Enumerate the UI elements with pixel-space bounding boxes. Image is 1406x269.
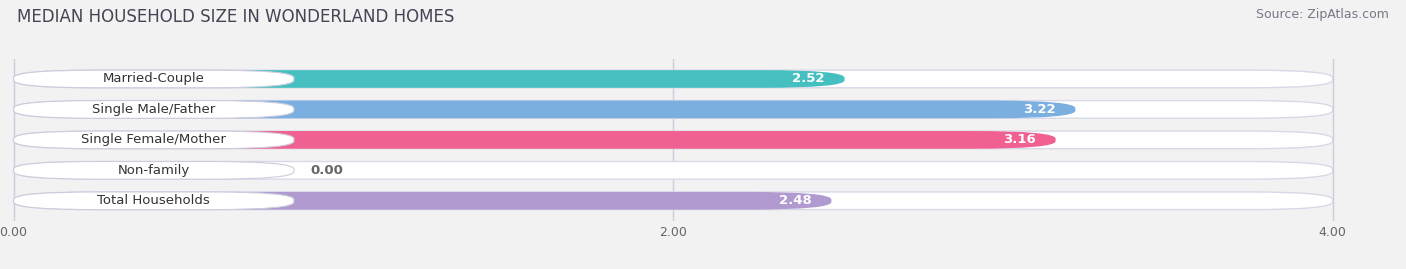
FancyBboxPatch shape xyxy=(14,70,294,88)
FancyBboxPatch shape xyxy=(14,161,1333,179)
FancyBboxPatch shape xyxy=(14,101,1333,118)
FancyBboxPatch shape xyxy=(14,192,1333,210)
FancyBboxPatch shape xyxy=(14,131,1056,149)
Text: 0.00: 0.00 xyxy=(311,164,343,177)
FancyBboxPatch shape xyxy=(14,70,845,88)
Text: 2.48: 2.48 xyxy=(779,194,811,207)
FancyBboxPatch shape xyxy=(14,70,1333,88)
Text: 2.52: 2.52 xyxy=(793,72,825,86)
Text: Single Female/Mother: Single Female/Mother xyxy=(82,133,226,146)
FancyBboxPatch shape xyxy=(14,101,1076,118)
Text: Non-family: Non-family xyxy=(118,164,190,177)
Text: Married-Couple: Married-Couple xyxy=(103,72,205,86)
Text: MEDIAN HOUSEHOLD SIZE IN WONDERLAND HOMES: MEDIAN HOUSEHOLD SIZE IN WONDERLAND HOME… xyxy=(17,8,454,26)
FancyBboxPatch shape xyxy=(14,131,294,149)
Text: Total Households: Total Households xyxy=(97,194,209,207)
FancyBboxPatch shape xyxy=(14,192,831,210)
Text: Single Male/Father: Single Male/Father xyxy=(93,103,215,116)
FancyBboxPatch shape xyxy=(14,161,294,179)
Text: 3.16: 3.16 xyxy=(1002,133,1036,146)
Text: 3.22: 3.22 xyxy=(1024,103,1056,116)
FancyBboxPatch shape xyxy=(14,101,294,118)
Text: Source: ZipAtlas.com: Source: ZipAtlas.com xyxy=(1256,8,1389,21)
FancyBboxPatch shape xyxy=(14,131,1333,149)
FancyBboxPatch shape xyxy=(14,192,294,210)
